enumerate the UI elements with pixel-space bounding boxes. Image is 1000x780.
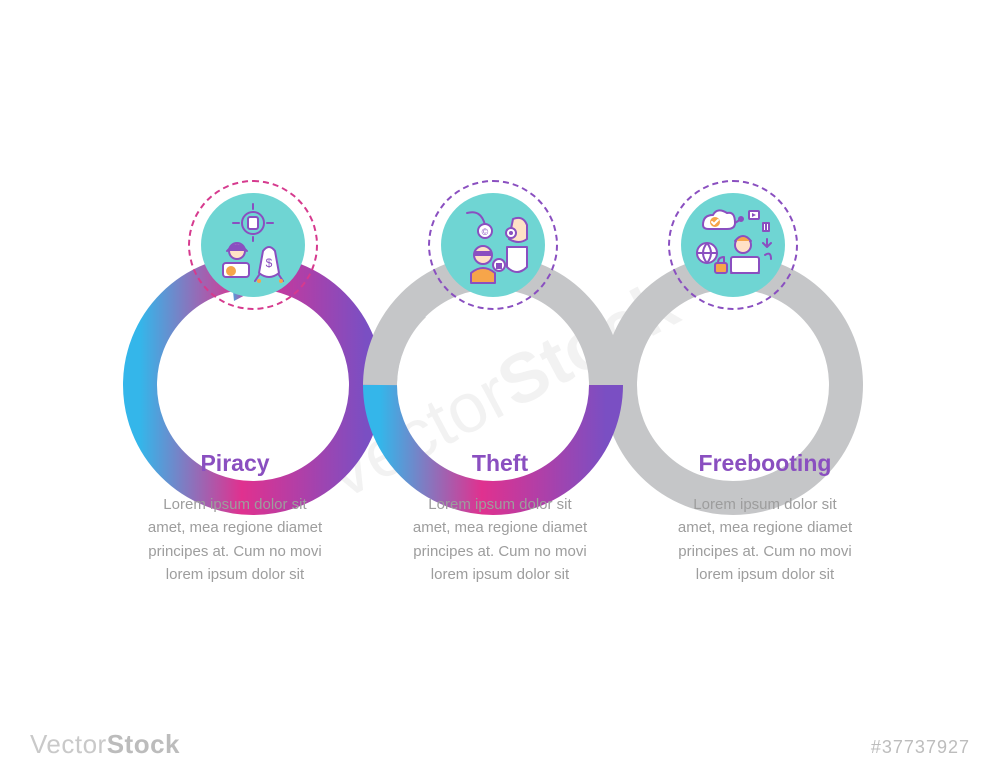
footer-brand-thin: Vector <box>30 729 107 759</box>
footer-id: #37737927 <box>871 737 970 758</box>
infographic-canvas: VectorStock <box>0 0 1000 780</box>
text-columns: Piracy Lorem ipsum dolor sit amet, mea r… <box>120 450 880 586</box>
body-piracy: Lorem ipsum dolor sit amet, mea regione … <box>120 493 350 586</box>
freebooting-icon <box>681 193 785 297</box>
title-theft: Theft <box>385 450 615 477</box>
svg-text:$: $ <box>266 256 273 270</box>
ring-2-over-1 <box>380 305 414 385</box>
column-piracy: Piracy Lorem ipsum dolor sit amet, mea r… <box>120 450 350 586</box>
title-freebooting: Freebooting <box>650 450 880 477</box>
svg-text:©: © <box>482 227 489 237</box>
title-piracy: Piracy <box>120 450 350 477</box>
icon-disc-1: $ <box>188 180 318 310</box>
theft-icon: © <box>441 193 545 297</box>
column-freebooting: Freebooting Lorem ipsum dolor sit amet, … <box>650 450 880 586</box>
footer-brand: VectorStock <box>30 729 180 760</box>
footer-brand-bold: Stock <box>107 729 180 759</box>
body-freebooting: Lorem ipsum dolor sit amet, mea regione … <box>650 493 880 586</box>
piracy-icon: $ <box>201 193 305 297</box>
column-theft: Theft Lorem ipsum dolor sit amet, mea re… <box>385 450 615 586</box>
body-theft: Lorem ipsum dolor sit amet, mea regione … <box>385 493 615 586</box>
icon-disc-3 <box>668 180 798 310</box>
icon-disc-2: © <box>428 180 558 310</box>
